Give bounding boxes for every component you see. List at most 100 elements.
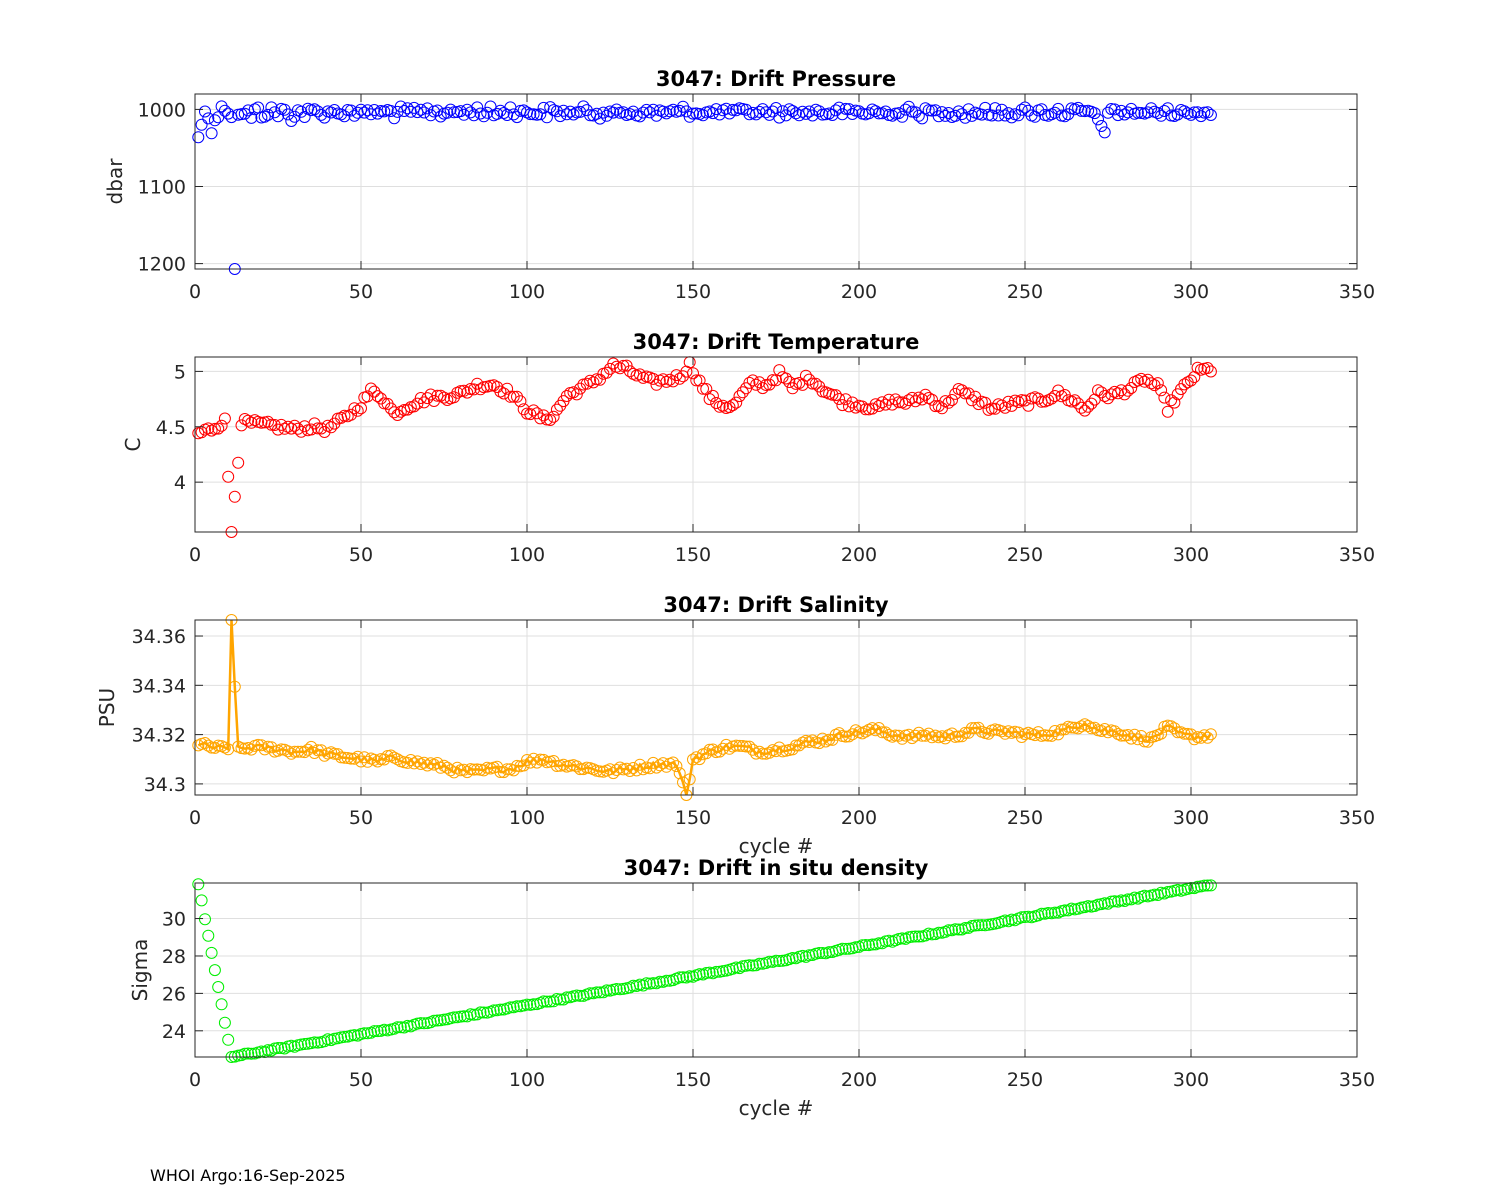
data-point (521, 998, 533, 1011)
data-point (620, 762, 633, 775)
data-point (1068, 394, 1081, 407)
data-point (843, 730, 855, 743)
data-point (248, 414, 261, 427)
data-point (929, 400, 942, 413)
data-point (866, 402, 879, 415)
data-point (534, 412, 547, 425)
x-tick-label: 300 (1173, 1069, 1209, 1091)
data-point (574, 763, 587, 776)
data-point (434, 110, 447, 123)
data-point (282, 745, 294, 758)
data-point (740, 740, 753, 753)
x-axis-label: cycle # (739, 1096, 814, 1120)
data-point (524, 108, 537, 121)
data-point (570, 760, 583, 773)
data-point (693, 374, 706, 387)
data-point (1204, 109, 1217, 121)
y-tick-label: 34.36 (132, 626, 186, 648)
data-point (408, 101, 421, 114)
data-point (1185, 374, 1197, 387)
data-point (1155, 384, 1168, 397)
data-point (673, 971, 686, 984)
data-point (195, 118, 208, 131)
data-series (192, 614, 1217, 801)
data-point (448, 391, 460, 404)
data-point (826, 388, 839, 401)
data-point (926, 928, 938, 941)
data-point (859, 403, 872, 416)
data-point (594, 373, 606, 386)
chart-title: 3047: Drift Temperature (633, 330, 920, 354)
data-point (404, 105, 417, 118)
data-point (872, 400, 885, 412)
data-point (345, 408, 357, 421)
data-point (687, 367, 699, 380)
data-point (421, 102, 434, 115)
data-point (627, 979, 640, 992)
data-point (706, 743, 719, 756)
data-point (457, 384, 470, 397)
data-point (1102, 897, 1114, 910)
data-point (886, 109, 899, 122)
data-point (374, 105, 387, 117)
data-point (1075, 720, 1088, 733)
data-point (1078, 105, 1091, 118)
data-point (238, 107, 251, 120)
data-point (1005, 111, 1018, 124)
data-point (640, 103, 653, 116)
data-point (989, 402, 1002, 415)
data-point (258, 743, 271, 756)
data-point (507, 108, 520, 121)
data-point (291, 745, 304, 758)
data-point (547, 995, 560, 1008)
data-point (1118, 388, 1131, 401)
data-point (856, 727, 869, 740)
data-point (730, 104, 743, 117)
data-point (544, 995, 557, 1008)
data-point (600, 109, 613, 122)
data-point (906, 930, 919, 943)
data-point (909, 930, 922, 943)
data-point (298, 1038, 311, 1050)
data-point (677, 776, 689, 789)
data-point (1015, 911, 1028, 924)
data-point (1165, 394, 1178, 407)
data-point (368, 1025, 381, 1038)
data-point (511, 111, 523, 124)
data-point (252, 738, 265, 751)
data-point (438, 1013, 450, 1026)
data-point (617, 106, 630, 119)
data-point (517, 403, 530, 416)
data-point (272, 110, 284, 123)
panel-2: 0 50 100 150 200 250 300 350 4 4.5 5 3047: Drift Te… (121, 330, 1375, 566)
data-point (438, 759, 450, 772)
data-point (245, 1047, 258, 1060)
y-tick-label: 30 (162, 909, 186, 931)
data-point (1042, 729, 1055, 742)
panel-1: 0 50 100 150 200 250 300 350 1000 1100 1200 3047: D… (103, 67, 1375, 303)
x-tick-label: 200 (841, 281, 877, 303)
panel-3: 0 50 100 150 200 250 300 350 34.3 34.32 34.34 34.36… (95, 593, 1375, 858)
data-point (288, 745, 301, 758)
x-tick-label: 200 (841, 807, 877, 829)
data-point (404, 754, 417, 766)
data-point (590, 986, 603, 999)
data-point (584, 987, 597, 1000)
data-point (723, 107, 736, 120)
data-point (1098, 897, 1111, 910)
data-point (909, 729, 922, 742)
data-point (657, 757, 670, 770)
data-point (849, 401, 862, 414)
data-point (763, 746, 776, 759)
data-point (959, 726, 972, 739)
data-point (1095, 120, 1108, 132)
data-point (720, 738, 733, 751)
data-point (394, 100, 407, 113)
data-point (952, 923, 965, 936)
data-point (1038, 729, 1051, 742)
data-point (703, 743, 716, 756)
chart-title: 3047: Drift Pressure (656, 67, 896, 91)
data-point (212, 981, 225, 993)
data-point (969, 722, 982, 734)
data-point (275, 743, 288, 756)
